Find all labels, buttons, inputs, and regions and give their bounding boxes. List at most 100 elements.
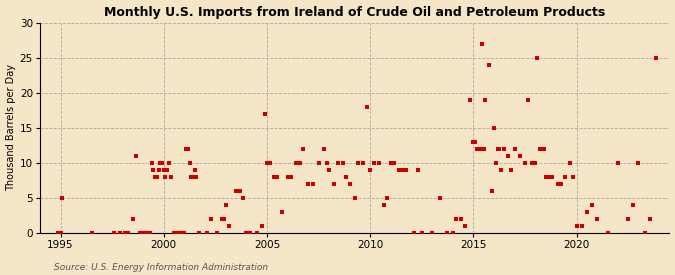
Point bbox=[441, 231, 452, 235]
Point bbox=[269, 175, 279, 179]
Point bbox=[216, 217, 227, 221]
Point bbox=[479, 147, 489, 151]
Point bbox=[329, 182, 340, 186]
Point bbox=[547, 175, 558, 179]
Point bbox=[571, 224, 582, 229]
Point bbox=[144, 231, 155, 235]
Point bbox=[231, 189, 242, 193]
Point bbox=[291, 161, 302, 165]
Point bbox=[379, 203, 389, 207]
Point bbox=[489, 126, 500, 130]
Point bbox=[645, 217, 656, 221]
Point bbox=[398, 168, 408, 172]
Point bbox=[353, 161, 364, 165]
Point bbox=[435, 196, 446, 200]
Point bbox=[543, 175, 554, 179]
Point bbox=[241, 231, 252, 235]
Point bbox=[282, 175, 293, 179]
Point bbox=[244, 231, 255, 235]
Point bbox=[338, 161, 348, 165]
Point bbox=[401, 168, 412, 172]
Point bbox=[182, 147, 193, 151]
Point bbox=[514, 154, 525, 158]
Point bbox=[369, 161, 379, 165]
Point bbox=[323, 168, 334, 172]
Point bbox=[493, 147, 504, 151]
Point bbox=[556, 182, 566, 186]
Point bbox=[53, 231, 64, 235]
Point bbox=[138, 231, 148, 235]
Point bbox=[492, 147, 503, 151]
Point bbox=[143, 231, 154, 235]
Point bbox=[495, 168, 506, 172]
Point bbox=[141, 231, 152, 235]
Y-axis label: Thousand Barrels per Day: Thousand Barrels per Day bbox=[5, 64, 16, 191]
Point bbox=[502, 154, 513, 158]
Point bbox=[483, 62, 494, 67]
Point bbox=[115, 231, 126, 235]
Point bbox=[177, 231, 188, 235]
Point bbox=[394, 168, 405, 172]
Point bbox=[650, 56, 661, 60]
Point bbox=[131, 154, 142, 158]
Point bbox=[188, 175, 198, 179]
Point bbox=[86, 231, 97, 235]
Point bbox=[464, 98, 475, 102]
Point bbox=[341, 175, 352, 179]
Point bbox=[531, 56, 542, 60]
Point bbox=[251, 231, 262, 235]
Point bbox=[520, 161, 531, 165]
Point bbox=[559, 175, 570, 179]
Point bbox=[490, 161, 501, 165]
Point bbox=[612, 161, 623, 165]
Point bbox=[194, 231, 205, 235]
Point bbox=[169, 231, 180, 235]
Point bbox=[460, 224, 470, 229]
Point bbox=[480, 98, 491, 102]
Point bbox=[506, 168, 516, 172]
Title: Monthly U.S. Imports from Ireland of Crude Oil and Petroleum Products: Monthly U.S. Imports from Ireland of Cru… bbox=[104, 6, 605, 18]
Point bbox=[219, 217, 230, 221]
Point bbox=[382, 196, 393, 200]
Point bbox=[628, 203, 639, 207]
Point bbox=[568, 175, 578, 179]
Point bbox=[234, 189, 245, 193]
Point bbox=[265, 161, 276, 165]
Point bbox=[468, 140, 479, 144]
Point bbox=[184, 161, 195, 165]
Point bbox=[152, 175, 163, 179]
Point bbox=[540, 175, 551, 179]
Point bbox=[470, 140, 481, 144]
Point bbox=[238, 196, 248, 200]
Point bbox=[385, 161, 396, 165]
Point bbox=[119, 231, 130, 235]
Point bbox=[179, 231, 190, 235]
Point bbox=[633, 161, 644, 165]
Point bbox=[298, 147, 308, 151]
Point bbox=[373, 161, 384, 165]
Point bbox=[587, 203, 597, 207]
Point bbox=[206, 217, 217, 221]
Point bbox=[220, 203, 231, 207]
Point bbox=[150, 175, 161, 179]
Point bbox=[128, 217, 138, 221]
Point bbox=[186, 175, 196, 179]
Point bbox=[364, 168, 375, 172]
Point bbox=[456, 217, 467, 221]
Point bbox=[361, 104, 372, 109]
Point bbox=[155, 161, 165, 165]
Point bbox=[294, 161, 305, 165]
Point bbox=[277, 210, 288, 214]
Point bbox=[322, 161, 333, 165]
Point bbox=[181, 147, 192, 151]
Point bbox=[212, 231, 223, 235]
Point bbox=[202, 231, 213, 235]
Point bbox=[471, 147, 482, 151]
Point bbox=[581, 210, 592, 214]
Point bbox=[55, 231, 66, 235]
Point bbox=[475, 147, 485, 151]
Point bbox=[602, 231, 613, 235]
Point bbox=[157, 161, 167, 165]
Point bbox=[539, 147, 549, 151]
Point bbox=[473, 147, 484, 151]
